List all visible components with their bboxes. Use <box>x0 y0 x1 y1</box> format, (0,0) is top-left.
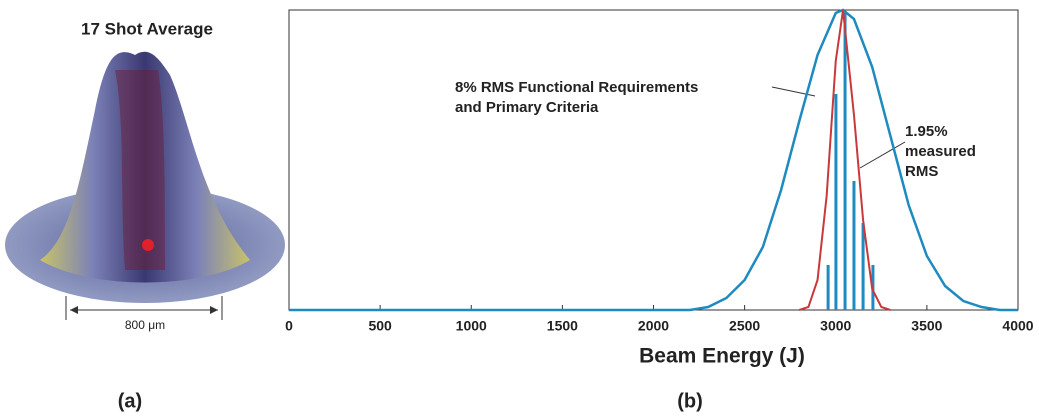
annotation: RMS <box>905 163 938 180</box>
scale-label: 800 μm <box>125 318 165 332</box>
x-tick-label: 1000 <box>456 318 487 334</box>
bar <box>834 94 837 310</box>
x-tick-label: 0 <box>285 318 293 334</box>
bar <box>844 13 847 310</box>
x-axis-title: Beam Energy (J) <box>639 345 805 368</box>
bar <box>827 265 830 310</box>
hot-spot <box>142 239 154 251</box>
annotation: 8% RMS Functional Requirements <box>455 79 698 96</box>
panel-label: (b) <box>677 390 703 412</box>
x-tick-label: 2500 <box>729 318 760 334</box>
x-tick-label: 4000 <box>1002 318 1033 334</box>
annotation: measured <box>905 143 976 160</box>
x-tick-label: 3000 <box>820 318 851 334</box>
x-tick-label: 1500 <box>547 318 578 334</box>
x-tick-label: 500 <box>368 318 392 334</box>
panel-label: (a) <box>118 390 142 412</box>
annotation: 1.95% <box>905 123 948 140</box>
figure: 17 Shot Average 800 μm (a) (b) Beam Ener… <box>0 0 1039 416</box>
panel-a-image <box>5 52 285 320</box>
x-tick-label: 3500 <box>911 318 942 334</box>
curve <box>289 10 1018 310</box>
panel-a-title: 17 Shot Average <box>81 19 213 38</box>
x-tick-label: 2000 <box>638 318 669 334</box>
bar <box>862 223 865 310</box>
bar <box>852 181 855 310</box>
plot-frame <box>289 10 1018 310</box>
annotation: and Primary Criteria <box>455 99 599 116</box>
